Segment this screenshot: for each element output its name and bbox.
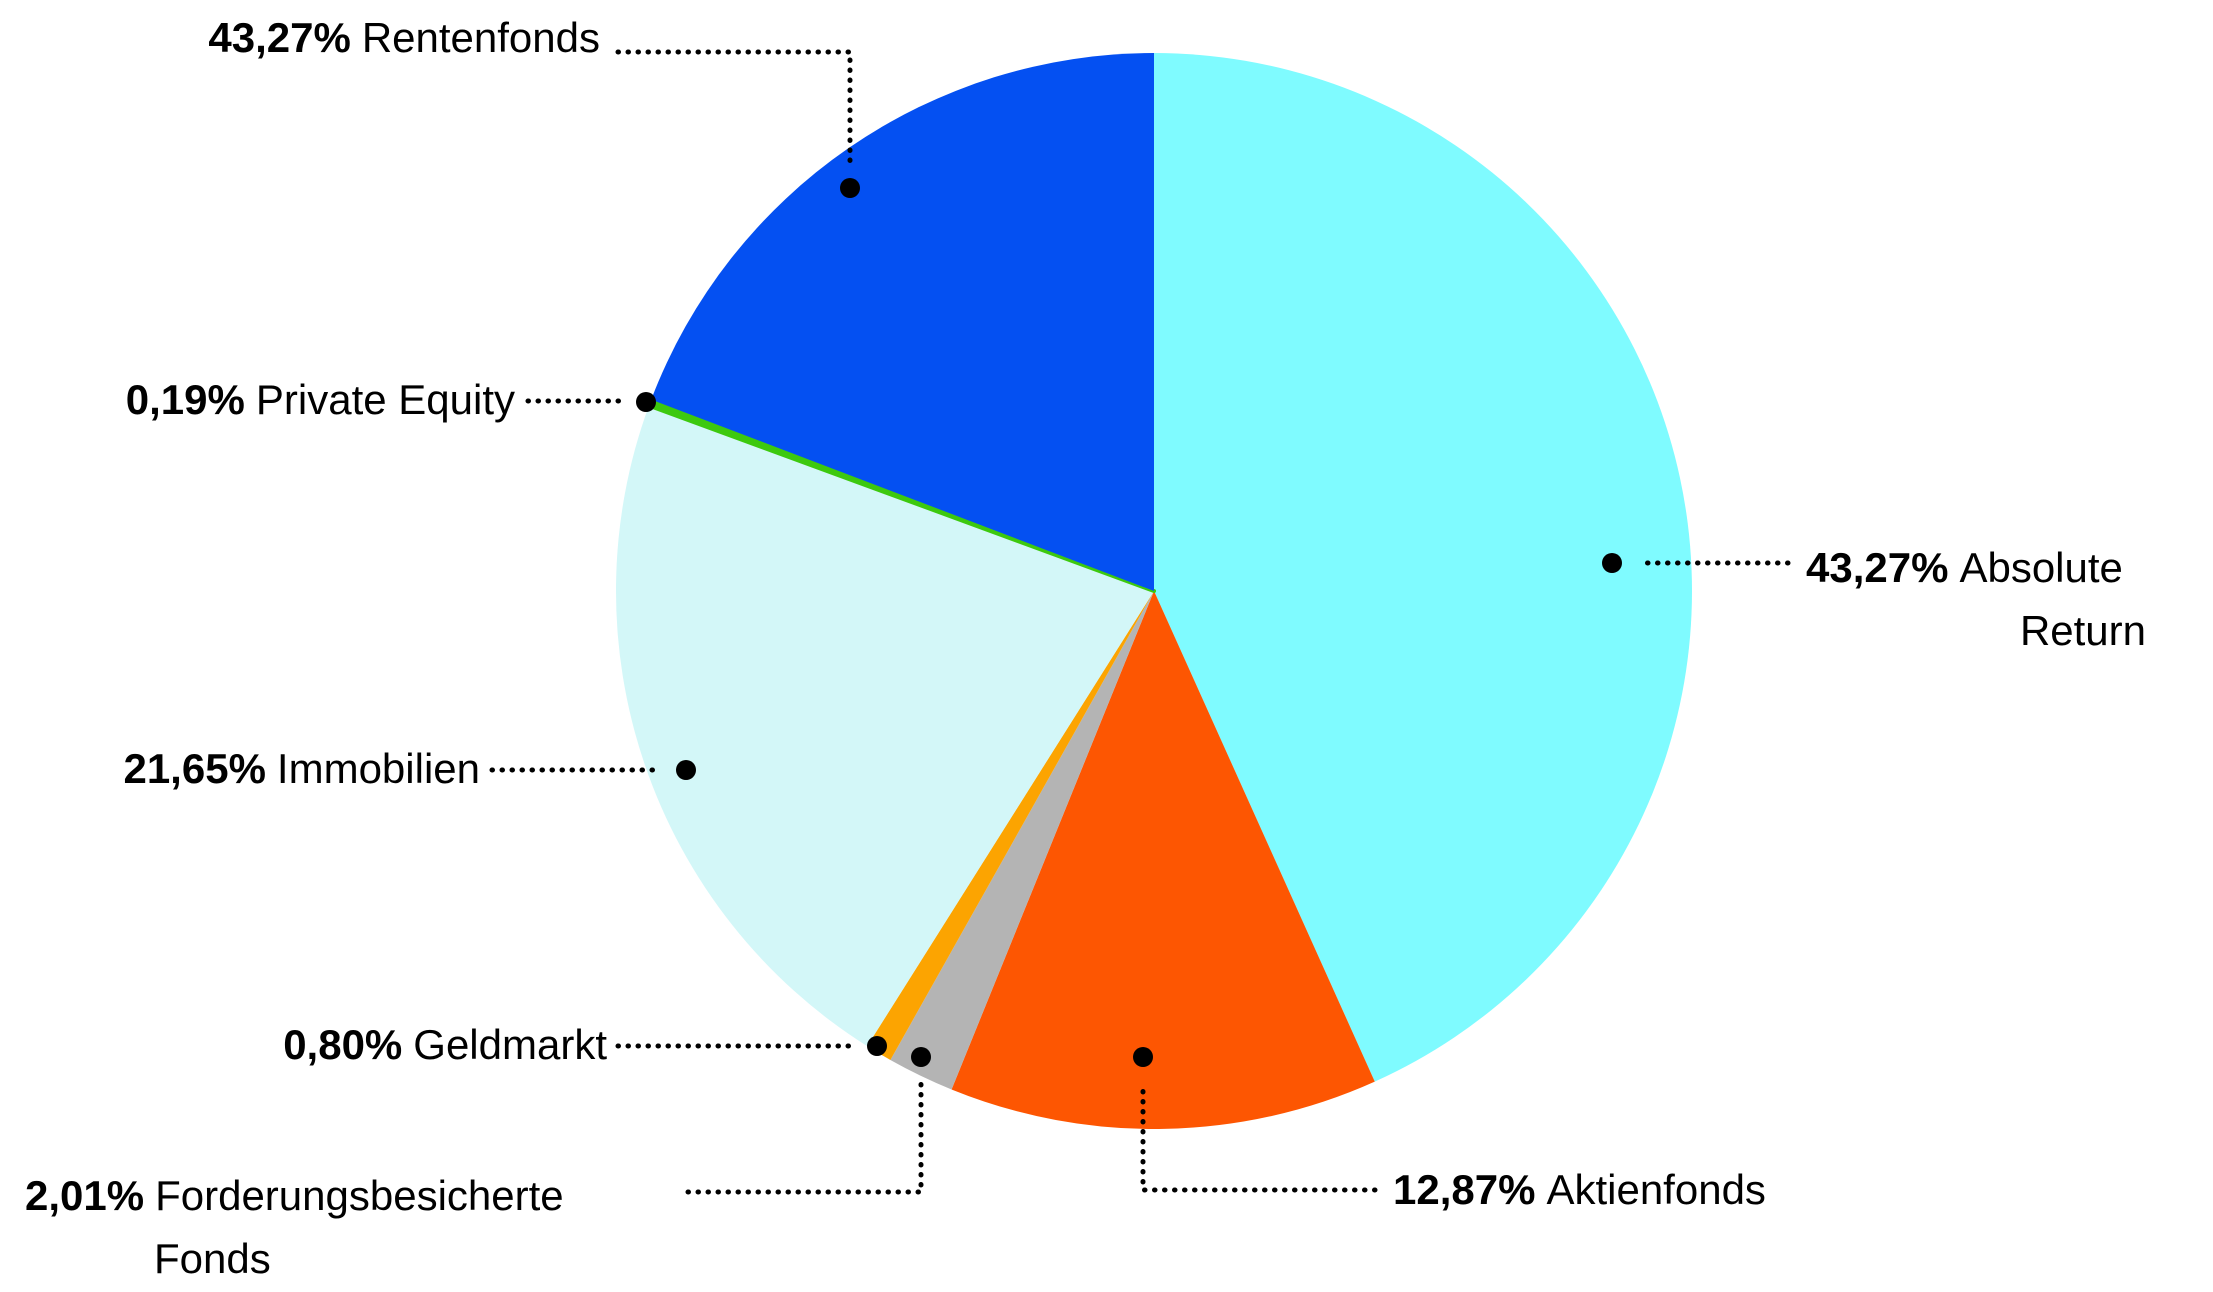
forderungsbesicherte-name-2: Fonds	[154, 1235, 271, 1282]
callout-dot-aktienfonds	[1133, 1047, 1153, 1067]
leader-line-rentenfonds	[615, 49, 853, 169]
callout-dot-forderungsbesicherte-fonds	[911, 1047, 931, 1067]
aktienfonds-percent: 12,87%	[1393, 1166, 1536, 1213]
absolute-return-name-2: Return	[2019, 607, 2146, 654]
pie-slice-geldmarkt	[867, 591, 1154, 1060]
geldmarkt-name: Geldmarkt	[413, 1021, 607, 1068]
pie-slice-forderungsbesicherte-fonds	[890, 591, 1154, 1090]
rentenfonds-percent: 43,27%	[208, 14, 351, 61]
leader-line-forderungsbesicherte-fonds	[685, 1079, 924, 1195]
label-geldmarkt: 0,80% Geldmarkt	[0, 1020, 607, 1070]
pie-slice-absolute-return	[1154, 53, 1692, 1082]
private-equity-name: Private Equity	[255, 376, 515, 423]
callout-dot-rentenfonds	[840, 178, 860, 198]
label-aktienfonds: 12,87% Aktienfonds	[1393, 1165, 1766, 1215]
forderungsbesicherte-percent: 2,01%	[25, 1172, 145, 1219]
geldmarkt-percent: 0,80%	[283, 1021, 403, 1068]
callout-dot-private-equity	[636, 392, 656, 412]
label-forderungsbesicherte-fonds: 2,01% Forderungsbesicherte Fonds	[25, 1164, 564, 1290]
label-absolute-return: 43,27% Absolute Return	[1806, 536, 2198, 662]
leader-line-aktienfonds	[1140, 1079, 1378, 1193]
label-immobilien: 21,65% Immobilien	[0, 744, 480, 794]
aktienfonds-name: Aktienfonds	[1546, 1166, 1766, 1213]
private-equity-percent: 0,19%	[125, 376, 245, 423]
immobilien-percent: 21,65%	[123, 745, 266, 792]
callout-dot-immobilien	[676, 760, 696, 780]
forderungsbesicherte-line2: Fonds	[154, 1227, 564, 1290]
pie-slice-immobilien	[615, 405, 1154, 1047]
callout-dot-geldmarkt	[867, 1036, 887, 1056]
absolute-return-line2: Return	[1806, 599, 2198, 662]
label-private-equity: 0,19% Private Equity	[0, 375, 515, 425]
pie-slice-aktienfonds	[951, 591, 1375, 1129]
callout-dot-absolute-return	[1602, 553, 1622, 573]
forderungsbesicherte-line1: 2,01% Forderungsbesicherte	[25, 1164, 564, 1227]
label-rentenfonds: 43,27% Rentenfonds	[0, 13, 600, 63]
rentenfonds-name: Rentenfonds	[361, 14, 600, 61]
absolute-return-line1: 43,27% Absolute	[1806, 536, 2198, 599]
pie-slice-rentenfonds	[651, 53, 1154, 591]
absolute-return-name: Absolute	[1959, 544, 2123, 591]
forderungsbesicherte-name: Forderungsbesicherte	[155, 1172, 564, 1219]
absolute-return-percent: 43,27%	[1806, 544, 1949, 591]
immobilien-name: Immobilien	[276, 745, 480, 792]
